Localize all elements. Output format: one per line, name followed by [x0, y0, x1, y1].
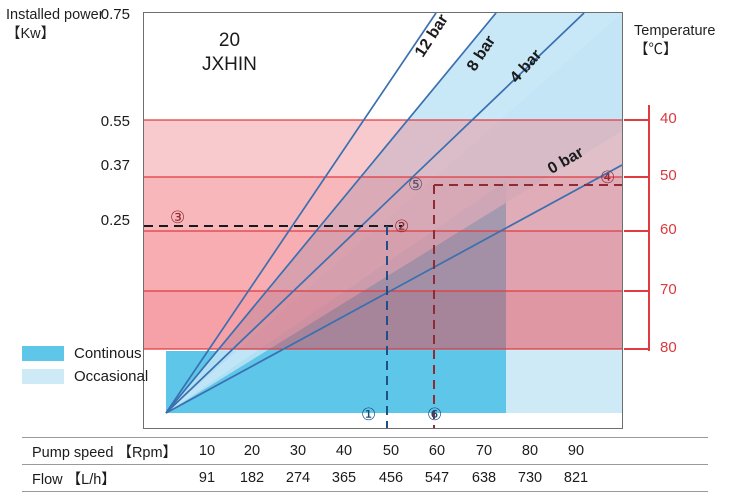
- right-axis-unit: 【℃】: [634, 42, 678, 58]
- right-tick-40: 40: [660, 110, 677, 127]
- legend-label-occasional: Occasional: [74, 368, 149, 385]
- temperature-band-rules: [144, 119, 622, 350]
- plot-title: 20 JXHIN: [202, 29, 257, 77]
- table-cell-flow-3: 365: [331, 470, 357, 486]
- marker-2: ②: [394, 217, 410, 236]
- right-axis-title: Temperature: [634, 23, 716, 39]
- table-cell-flow-2: 274: [285, 470, 311, 486]
- plot-canvas: [144, 13, 622, 428]
- table-rule-bottom: [22, 491, 708, 492]
- table-cell-flow-7: 730: [517, 470, 543, 486]
- curve-4-bar: [165, 13, 585, 414]
- table-cell-pump-speed-2: 30: [289, 443, 307, 459]
- table-cell-pump-speed-1: 20: [243, 443, 261, 459]
- table-cell-flow-0: 91: [198, 470, 216, 486]
- table-cell-pump-speed-3: 40: [335, 443, 353, 459]
- table-rule-mid: [22, 464, 708, 465]
- left-axis-unit: 【Kw】: [6, 26, 56, 42]
- table-cell-flow-8: 821: [563, 470, 589, 486]
- table-cell-pump-speed-6: 70: [475, 443, 493, 459]
- table-rule-top: [22, 437, 708, 438]
- curve-8-bar: [165, 13, 497, 414]
- table-row-pump-speed: Pump speed 【Rpm】 10 20 30 40 50 60 70 80…: [0, 438, 730, 464]
- legend-label-continous: Continous: [74, 345, 142, 362]
- temp-tick-stub-70: [624, 290, 650, 292]
- right-tick-80: 80: [660, 339, 677, 356]
- table-cell-flow-6: 638: [471, 470, 497, 486]
- plot-area: 20 JXHIN 12 bar 8 bar 4 bar 0 bar ③ ② ⑤ …: [143, 11, 623, 429]
- legend-item-continous: Continous: [22, 342, 148, 365]
- left-axis-title: Installed power: [6, 7, 104, 23]
- marker-5: ⑤: [408, 175, 424, 194]
- plot-title-line1: 20: [218, 30, 241, 51]
- table-cell-flow-4: 456: [378, 470, 404, 486]
- marker-6: ⑥: [427, 405, 443, 424]
- table-cell-pump-speed-5: 60: [428, 443, 446, 459]
- right-axis-caption: Temperature 【℃】: [634, 22, 730, 60]
- temperature-bands: [144, 120, 622, 349]
- left-axis-caption: Installed power 【Kw】: [6, 6, 134, 44]
- marker-4: ④: [600, 168, 616, 187]
- table-cell-pump-speed-4: 50: [382, 443, 400, 459]
- temp-tick-stub-40: [624, 119, 650, 121]
- table-cell-flow-1: 182: [239, 470, 265, 486]
- temp-band-70-80: [144, 291, 622, 349]
- temp-band-40-50: [144, 120, 622, 177]
- left-tick-025: 0.25: [100, 212, 130, 229]
- right-tick-70: 70: [660, 281, 677, 298]
- legend-swatch-continous: [22, 346, 64, 361]
- right-tick-50: 50: [660, 167, 677, 184]
- table-row-label-pump-speed: Pump speed 【Rpm】: [32, 444, 178, 461]
- marker-1: ①: [361, 405, 377, 424]
- legend: Continous Occasional: [22, 342, 148, 388]
- marker-3: ③: [170, 208, 186, 227]
- temp-tick-stub-50: [624, 176, 650, 178]
- fan-band-blue: [166, 13, 622, 413]
- table-cell-flow-5: 547: [424, 470, 450, 486]
- table-cell-pump-speed-7: 80: [521, 443, 539, 459]
- table-cell-pump-speed-8: 90: [567, 443, 585, 459]
- right-tick-60: 60: [660, 221, 677, 238]
- temperature-axis-spine: [648, 105, 650, 351]
- curve-0-bar: [165, 164, 622, 414]
- table-row-label-flow: Flow 【L/h】: [32, 471, 116, 488]
- temp-tick-stub-60: [624, 230, 650, 232]
- table-row-flow: Flow 【L/h】 91 182 274 365 456 547 638 73…: [0, 465, 730, 491]
- pressure-curves: [165, 13, 622, 414]
- legend-swatch-occasional: [22, 369, 64, 384]
- left-tick-075: 0.75: [100, 6, 130, 23]
- plot-title-line2: JXHIN: [202, 54, 257, 75]
- guide-lines: [144, 184, 622, 428]
- left-tick-055: 0.55: [100, 113, 130, 130]
- data-table: Pump speed 【Rpm】 10 20 30 40 50 60 70 80…: [0, 437, 730, 495]
- temp-tick-stub-80: [624, 348, 650, 350]
- legend-item-occasional: Occasional: [22, 365, 148, 388]
- curve-12-bar: [165, 13, 437, 414]
- left-tick-037: 0.37: [100, 157, 130, 174]
- temp-band-60-70: [144, 231, 622, 291]
- table-cell-pump-speed-0: 10: [198, 443, 216, 459]
